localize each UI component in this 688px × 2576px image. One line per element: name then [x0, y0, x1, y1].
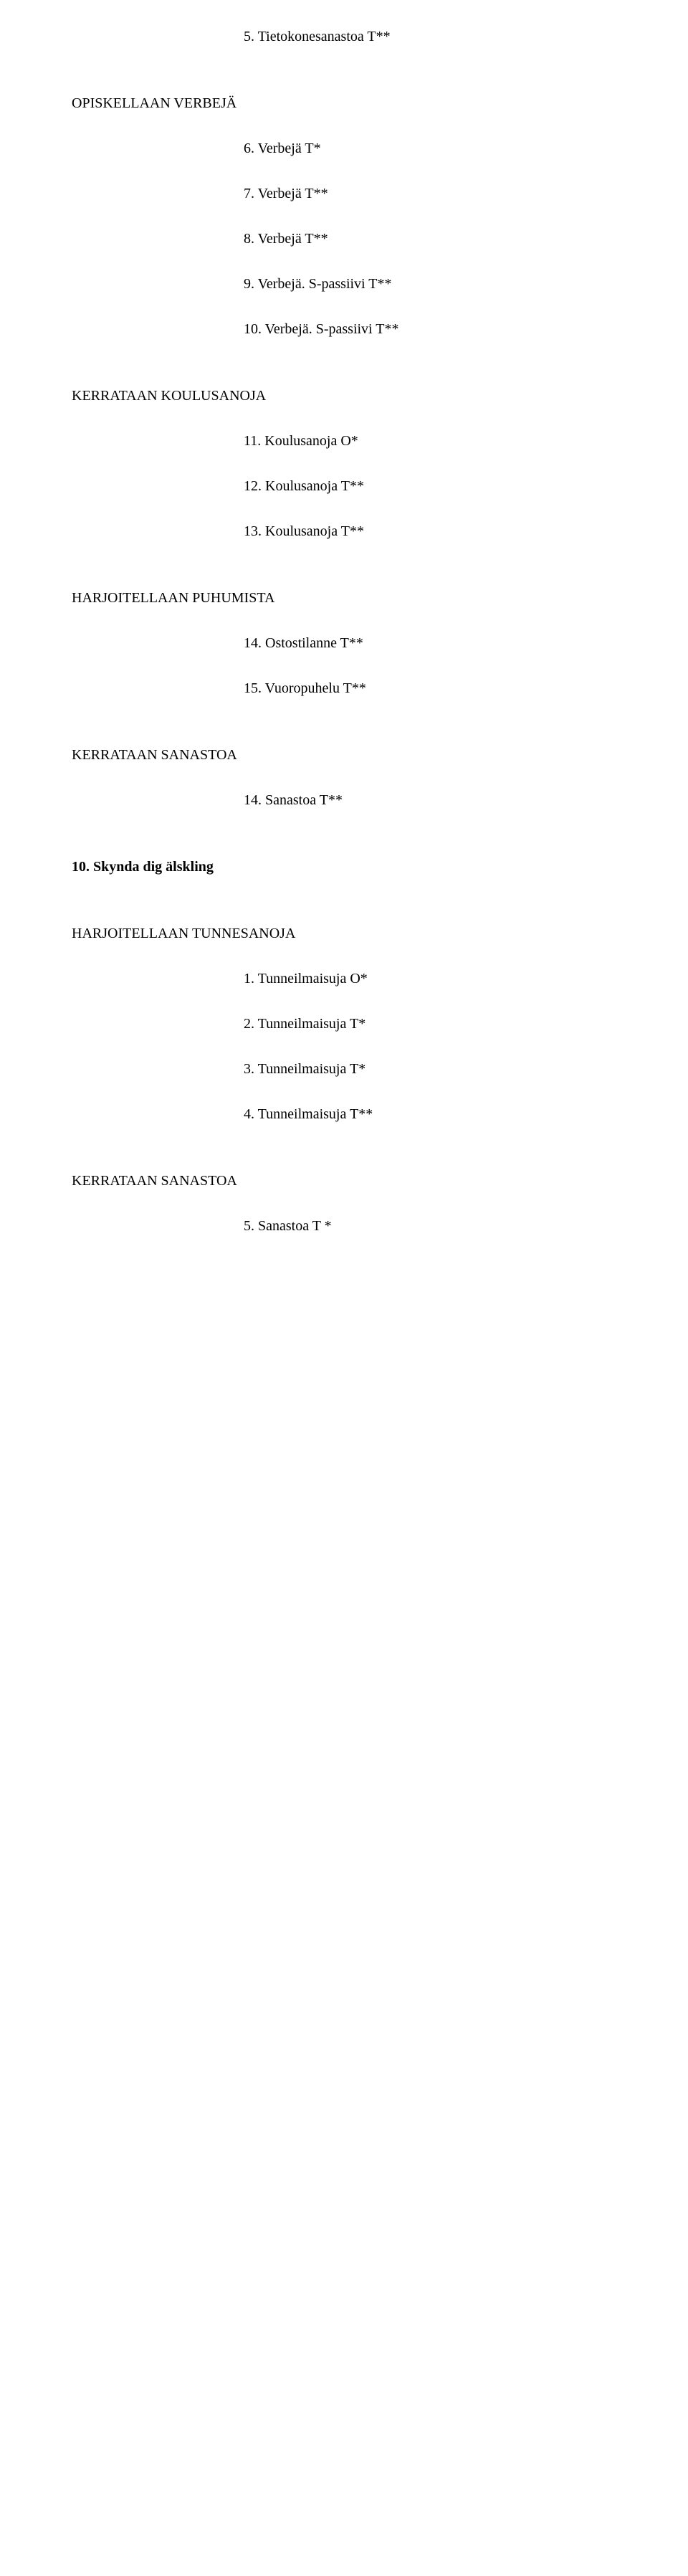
list-item: 5. Tietokonesanastoa T** — [244, 29, 616, 45]
document-page: 5. Tietokonesanastoa T** OPISKELLAAN VER… — [0, 0, 688, 1321]
list-item: 2. Tunneilmaisuja T* — [244, 1016, 616, 1032]
list-item: 7. Verbejä T** — [244, 186, 616, 202]
list-item: 4. Tunneilmaisuja T** — [244, 1106, 616, 1123]
list-item: 3. Tunneilmaisuja T* — [244, 1061, 616, 1078]
section-header: HARJOITELLAAN TUNNESANOJA — [72, 926, 616, 942]
section-header: KERRATAAN KOULUSANOJA — [72, 388, 616, 404]
section-header: KERRATAAN SANASTOA — [72, 747, 616, 764]
list-item: 11. Koulusanoja O* — [244, 433, 616, 450]
list-item: 1. Tunneilmaisuja O* — [244, 971, 616, 987]
list-item: 15. Vuoropuhelu T** — [244, 680, 616, 697]
section-header: KERRATAAN SANASTOA — [72, 1173, 616, 1189]
list-item: 12. Koulusanoja T** — [244, 478, 616, 495]
list-item: 8. Verbejä T** — [244, 231, 616, 247]
chapter-header: 10. Skynda dig älskling — [72, 859, 616, 875]
list-item: 6. Verbejä T* — [244, 141, 616, 157]
section-header: HARJOITELLAAN PUHUMISTA — [72, 590, 616, 607]
list-item: 13. Koulusanoja T** — [244, 523, 616, 540]
list-item: 9. Verbejä. S-passiivi T** — [244, 276, 616, 293]
list-item: 14. Sanastoa T** — [244, 792, 616, 809]
list-item: 14. Ostostilanne T** — [244, 635, 616, 652]
list-item: 5. Sanastoa T * — [244, 1218, 616, 1235]
section-header: OPISKELLAAN VERBEJÄ — [72, 95, 616, 112]
list-item: 10. Verbejä. S-passiivi T** — [244, 321, 616, 338]
